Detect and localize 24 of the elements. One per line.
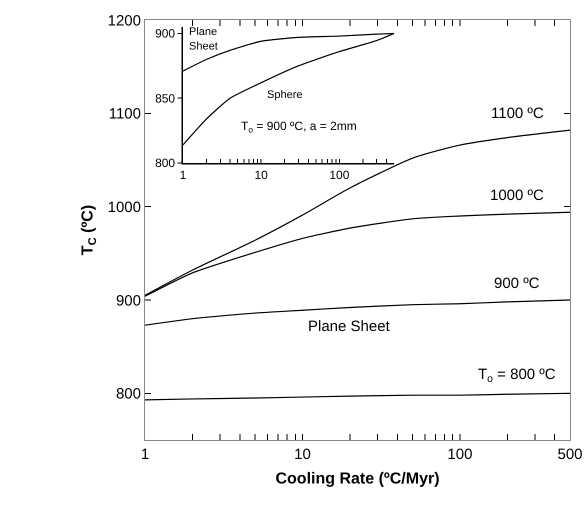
x-axis-title: Cooling Rate (ºC/Myr) [275, 470, 440, 488]
series-label: 1000 ºC [490, 187, 544, 204]
x-tick-label: 100 [447, 446, 472, 463]
y-tick-label: 900 [116, 292, 141, 310]
series-label: 900 ºC [494, 275, 540, 292]
x-tick-label: 1 [140, 446, 150, 463]
y-tick-label: 1000 [108, 198, 141, 216]
x-tick-label: 100 [329, 168, 350, 182]
y-tick-label: 800 [155, 156, 176, 170]
y-tick-label: 800 [116, 386, 141, 403]
y-tick-label: 900 [155, 26, 176, 41]
x-tick-label: 10 [294, 446, 311, 463]
annotation: T$_{o}$ = 900 ºC, a = 2mm [241, 119, 357, 135]
series-label: Sphere [267, 89, 302, 101]
x-tick-label: 10 [254, 168, 268, 182]
legend-label: 1100 ºC [491, 105, 544, 122]
x-tick-label: 1 [180, 168, 187, 182]
series-label: T$_{o}$ = 800 ºC [478, 366, 556, 386]
y-tick-label: 1100 [108, 106, 141, 123]
y-tick-label: 1200 [108, 12, 141, 30]
series-label: Plane Sheet [189, 26, 218, 52]
annotation: Plane Sheet [308, 318, 391, 335]
y-tick-label: 850 [155, 91, 176, 106]
x-tick-label: 500 [557, 446, 583, 463]
